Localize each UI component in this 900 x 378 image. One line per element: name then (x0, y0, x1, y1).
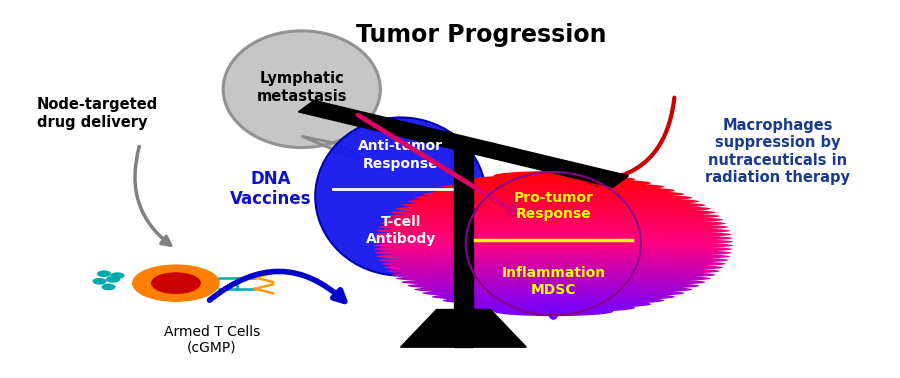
Ellipse shape (472, 175, 635, 184)
Ellipse shape (381, 219, 726, 228)
Ellipse shape (374, 237, 733, 246)
Ellipse shape (443, 182, 664, 191)
Ellipse shape (414, 193, 692, 202)
Ellipse shape (392, 208, 716, 217)
Ellipse shape (408, 281, 699, 290)
Ellipse shape (376, 226, 730, 235)
Ellipse shape (549, 310, 558, 320)
Ellipse shape (387, 266, 720, 276)
Ellipse shape (408, 197, 699, 206)
Text: Macrophages
suppression by
nutraceuticals in
radiation therapy: Macrophages suppression by nutraceutical… (706, 118, 850, 185)
Ellipse shape (422, 288, 684, 298)
Ellipse shape (374, 241, 733, 250)
Ellipse shape (374, 245, 733, 254)
Ellipse shape (387, 211, 720, 221)
Ellipse shape (392, 270, 716, 279)
Ellipse shape (549, 167, 558, 177)
Circle shape (112, 273, 124, 278)
Ellipse shape (432, 292, 675, 302)
Ellipse shape (378, 256, 728, 265)
Circle shape (133, 265, 219, 301)
Text: Armed T Cells
(cGMP): Armed T Cells (cGMP) (164, 325, 260, 355)
Ellipse shape (375, 248, 732, 257)
Text: Inflammation
MDSC: Inflammation MDSC (501, 266, 606, 297)
Text: Pro-tumor
Response: Pro-tumor Response (513, 191, 593, 222)
Ellipse shape (223, 31, 381, 147)
Text: DNA
Vaccines: DNA Vaccines (230, 170, 311, 208)
Polygon shape (400, 310, 526, 347)
Ellipse shape (422, 189, 684, 199)
Polygon shape (302, 136, 382, 170)
Text: Anti-tumor
Response: Anti-tumor Response (358, 139, 443, 171)
Polygon shape (299, 101, 628, 187)
Ellipse shape (455, 178, 652, 188)
Ellipse shape (432, 186, 675, 195)
Circle shape (152, 273, 200, 293)
Ellipse shape (401, 277, 706, 287)
Circle shape (94, 279, 106, 284)
Ellipse shape (396, 204, 711, 214)
Circle shape (98, 271, 111, 276)
Ellipse shape (401, 200, 706, 210)
Circle shape (107, 277, 120, 282)
Ellipse shape (383, 215, 723, 225)
Ellipse shape (472, 303, 635, 313)
Text: T-cell
Antibody: T-cell Antibody (365, 215, 436, 246)
Ellipse shape (493, 307, 613, 316)
Circle shape (103, 284, 115, 290)
Ellipse shape (381, 259, 726, 268)
Ellipse shape (374, 234, 733, 243)
Ellipse shape (414, 285, 692, 294)
Text: Tumor Progression: Tumor Progression (356, 23, 607, 46)
Text: Node-targeted
drug delivery: Node-targeted drug delivery (37, 98, 157, 130)
Ellipse shape (378, 222, 728, 232)
FancyBboxPatch shape (454, 144, 473, 347)
Ellipse shape (315, 118, 486, 276)
Ellipse shape (383, 263, 723, 272)
Ellipse shape (375, 230, 732, 239)
Ellipse shape (493, 171, 613, 180)
Ellipse shape (455, 299, 652, 309)
Ellipse shape (443, 296, 664, 305)
Ellipse shape (376, 252, 730, 261)
Ellipse shape (396, 274, 711, 283)
Text: Lymphatic
metastasis: Lymphatic metastasis (256, 71, 347, 104)
